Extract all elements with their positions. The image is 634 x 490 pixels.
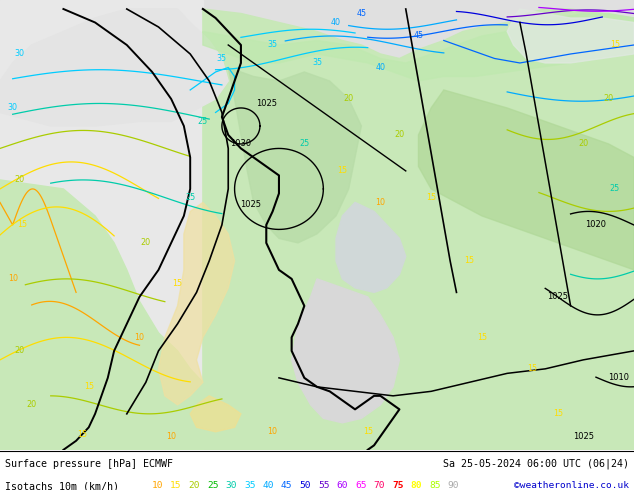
Polygon shape [228,68,361,243]
Text: 60: 60 [337,481,348,490]
Text: Sa 25-05-2024 06:00 UTC (06|24): Sa 25-05-2024 06:00 UTC (06|24) [443,459,629,469]
Text: 10: 10 [134,333,145,342]
Polygon shape [158,202,235,405]
Text: Isotachs 10m (km/h): Isotachs 10m (km/h) [5,481,119,490]
Text: 25: 25 [610,184,620,194]
Polygon shape [292,279,399,423]
Text: 15: 15 [172,279,183,288]
Text: 25: 25 [198,117,208,126]
Text: 15: 15 [553,409,563,418]
Text: 45: 45 [356,9,366,18]
Text: 1025: 1025 [573,432,594,441]
Text: 20: 20 [14,346,24,355]
Text: 30: 30 [226,481,237,490]
Polygon shape [336,202,406,293]
Text: 1020: 1020 [585,220,607,229]
Polygon shape [0,9,634,450]
Text: 10: 10 [152,481,163,490]
Text: 20: 20 [141,239,151,247]
Text: 40: 40 [262,481,274,490]
Text: 55: 55 [318,481,330,490]
Text: 1030: 1030 [230,140,252,148]
Text: 15: 15 [363,427,373,436]
Text: 65: 65 [355,481,366,490]
Text: ©weatheronline.co.uk: ©weatheronline.co.uk [514,481,629,490]
Text: 1025: 1025 [256,99,277,108]
Text: 20: 20 [14,175,24,184]
Text: 90: 90 [448,481,459,490]
Text: 1025: 1025 [547,293,569,301]
Text: 15: 15 [464,256,474,266]
Text: 10: 10 [166,432,176,441]
Text: 20: 20 [188,481,200,490]
Text: 35: 35 [268,41,278,49]
Text: 45: 45 [413,31,424,41]
Text: 30: 30 [14,49,24,58]
Text: 40: 40 [375,63,385,72]
Text: Surface pressure [hPa] ECMWF: Surface pressure [hPa] ECMWF [5,459,173,468]
Text: 70: 70 [373,481,385,490]
Text: 35: 35 [217,54,227,63]
Text: 85: 85 [429,481,441,490]
Text: 15: 15 [610,41,620,49]
Text: 25: 25 [185,194,195,202]
Text: 75: 75 [392,481,404,490]
Text: 10: 10 [268,427,278,436]
Text: 80: 80 [411,481,422,490]
Text: 15: 15 [84,382,94,392]
Polygon shape [0,9,228,126]
Text: 20: 20 [344,95,354,103]
Text: 15: 15 [170,481,181,490]
Text: 35: 35 [312,58,322,68]
Text: 15: 15 [77,430,87,439]
Text: 40: 40 [331,18,341,27]
Text: 15: 15 [477,333,487,342]
Text: 20: 20 [578,140,588,148]
Text: 30: 30 [8,103,18,113]
Text: 1010: 1010 [607,373,629,382]
Text: 35: 35 [244,481,256,490]
Text: 10: 10 [375,198,385,207]
Polygon shape [190,396,241,432]
Polygon shape [203,14,634,81]
Polygon shape [418,90,634,270]
Text: 15: 15 [527,365,538,373]
Text: 45: 45 [281,481,292,490]
Text: 15: 15 [17,220,27,229]
Text: 25: 25 [207,481,219,490]
Text: 1025: 1025 [240,200,261,209]
Text: 25: 25 [299,140,309,148]
Text: 20: 20 [27,400,37,409]
Text: 20: 20 [604,95,614,103]
Bar [0,0,203,450]
Text: 10: 10 [8,274,18,283]
Text: 20: 20 [394,130,404,140]
Text: 15: 15 [426,194,436,202]
Polygon shape [507,9,634,63]
Text: 50: 50 [299,481,311,490]
Text: 15: 15 [337,167,347,175]
